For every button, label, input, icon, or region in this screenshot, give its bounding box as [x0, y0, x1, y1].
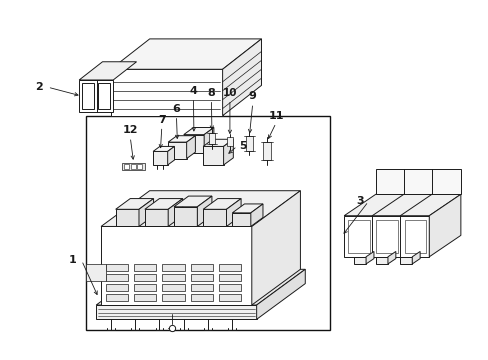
Polygon shape — [183, 127, 213, 135]
Text: 7: 7 — [158, 114, 165, 125]
Polygon shape — [101, 191, 300, 226]
Bar — [190, 284, 212, 292]
Polygon shape — [344, 194, 460, 216]
Polygon shape — [375, 257, 387, 264]
Bar — [106, 284, 128, 292]
Polygon shape — [111, 39, 261, 69]
Bar — [190, 294, 212, 301]
Bar — [162, 264, 184, 271]
Text: 9: 9 — [248, 91, 256, 102]
Polygon shape — [353, 257, 366, 264]
Polygon shape — [203, 139, 233, 147]
Text: 10: 10 — [222, 88, 237, 98]
Polygon shape — [183, 135, 203, 153]
Text: 2: 2 — [35, 82, 42, 92]
Polygon shape — [203, 199, 241, 209]
Polygon shape — [153, 152, 167, 165]
Polygon shape — [197, 196, 211, 226]
Text: 3: 3 — [355, 197, 363, 206]
Polygon shape — [226, 199, 241, 226]
Bar — [404, 220, 426, 252]
Bar — [218, 264, 241, 271]
Polygon shape — [411, 251, 419, 264]
Text: 8: 8 — [207, 88, 215, 98]
Polygon shape — [186, 136, 195, 158]
Bar — [134, 294, 156, 301]
Bar — [162, 274, 184, 282]
Bar — [137, 164, 142, 168]
Bar — [106, 294, 128, 301]
Polygon shape — [101, 226, 251, 305]
Polygon shape — [428, 194, 460, 257]
Bar — [86, 264, 106, 282]
Bar — [208, 133, 215, 144]
Text: 1: 1 — [69, 255, 77, 265]
Polygon shape — [168, 199, 183, 226]
Polygon shape — [251, 191, 300, 305]
Polygon shape — [116, 209, 139, 226]
Polygon shape — [168, 142, 186, 158]
Polygon shape — [375, 169, 460, 194]
Bar — [263, 142, 270, 160]
Polygon shape — [144, 199, 183, 209]
Text: 6: 6 — [172, 104, 180, 114]
Bar — [134, 274, 156, 282]
Bar — [134, 264, 156, 271]
Polygon shape — [139, 199, 153, 226]
Polygon shape — [232, 213, 250, 226]
Polygon shape — [96, 269, 305, 305]
Polygon shape — [168, 136, 195, 142]
Polygon shape — [79, 80, 113, 112]
Bar — [245, 136, 252, 151]
Polygon shape — [256, 269, 305, 319]
Bar — [122, 163, 145, 170]
Text: 12: 12 — [122, 125, 138, 135]
Bar — [98, 83, 110, 109]
Polygon shape — [250, 204, 263, 226]
Bar — [218, 284, 241, 292]
Polygon shape — [366, 251, 373, 264]
Polygon shape — [174, 196, 211, 207]
Polygon shape — [399, 257, 411, 264]
Polygon shape — [344, 216, 428, 257]
Text: 11: 11 — [268, 111, 283, 121]
Polygon shape — [174, 207, 197, 226]
Bar — [106, 274, 128, 282]
Bar — [162, 284, 184, 292]
Polygon shape — [116, 199, 153, 209]
Bar — [226, 137, 233, 146]
Bar — [130, 164, 135, 168]
Text: 5: 5 — [239, 141, 247, 151]
Bar — [134, 284, 156, 292]
Polygon shape — [232, 204, 263, 213]
Polygon shape — [223, 139, 233, 165]
Bar — [86, 116, 329, 330]
Bar — [162, 294, 184, 301]
Polygon shape — [387, 251, 395, 264]
Text: 4: 4 — [189, 86, 197, 96]
Polygon shape — [203, 147, 223, 165]
Bar — [347, 220, 369, 252]
Polygon shape — [111, 69, 222, 116]
Polygon shape — [153, 147, 174, 152]
Bar — [81, 83, 94, 109]
Bar — [124, 164, 129, 168]
Polygon shape — [79, 62, 136, 80]
Polygon shape — [203, 127, 213, 153]
Bar — [376, 220, 397, 252]
Polygon shape — [167, 147, 174, 165]
Polygon shape — [96, 305, 256, 319]
Bar — [106, 264, 128, 271]
Bar — [218, 274, 241, 282]
Polygon shape — [144, 209, 168, 226]
Polygon shape — [203, 209, 226, 226]
Bar — [190, 274, 212, 282]
Bar — [190, 264, 212, 271]
Bar — [218, 294, 241, 301]
Polygon shape — [222, 39, 261, 116]
